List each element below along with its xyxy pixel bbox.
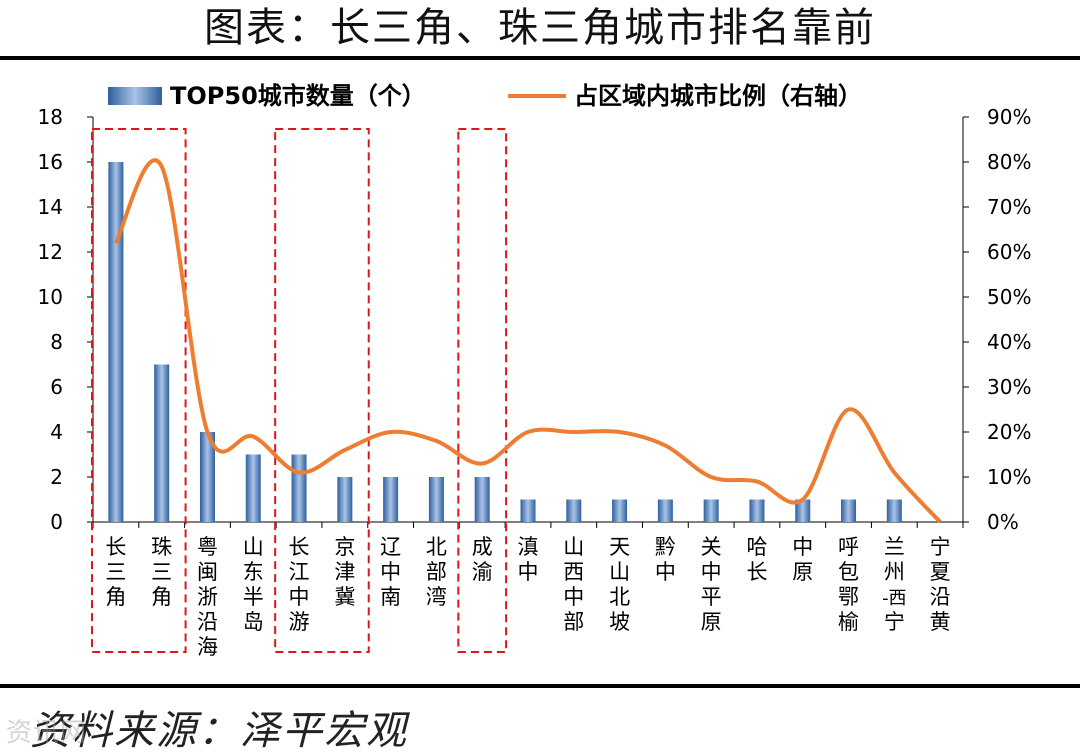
right-axis-tick-label: 90% bbox=[987, 105, 1031, 129]
highlight-boxes bbox=[91, 128, 508, 653]
category-label: 中原 bbox=[792, 535, 813, 584]
category-label: 长三角 bbox=[105, 535, 126, 609]
right-axis-tick-label: 20% bbox=[987, 420, 1031, 444]
left-axis-tick-label: 6 bbox=[50, 375, 63, 399]
right-axis-tick-label: 80% bbox=[987, 150, 1031, 174]
bar bbox=[291, 454, 307, 522]
left-axis-tick-label: 10 bbox=[38, 285, 63, 309]
left-axis-tick-label: 12 bbox=[38, 240, 63, 264]
category-label: 京津冀 bbox=[334, 535, 355, 609]
watermark: 资讯网 bbox=[6, 718, 88, 748]
right-axis-tick-label: 30% bbox=[987, 375, 1031, 399]
bar bbox=[383, 477, 399, 522]
bar bbox=[108, 162, 124, 522]
bar bbox=[428, 477, 444, 522]
left-axis-tick-label: 0 bbox=[50, 510, 63, 534]
category-label: 黔中 bbox=[655, 535, 676, 584]
right-axis-tick-label: 60% bbox=[987, 240, 1031, 264]
bottom-rule bbox=[0, 684, 1080, 688]
left-axis-tick-label: 16 bbox=[38, 150, 63, 174]
right-axis-tick-label: 40% bbox=[987, 330, 1031, 354]
bar bbox=[886, 499, 902, 522]
source-note: 资料来源：泽平宏观 bbox=[30, 708, 408, 754]
category-label: 北部湾 bbox=[426, 535, 447, 609]
category-label: 天山北坡 bbox=[609, 535, 630, 634]
left-axis-tick-label: 18 bbox=[38, 105, 63, 129]
category-label: 山西中部 bbox=[563, 535, 584, 634]
bar bbox=[657, 499, 673, 522]
category-label: 粤闽浙沿海 bbox=[197, 535, 218, 659]
category-label: 兰州-西宁 bbox=[882, 535, 907, 634]
right-axis-tick-label: 50% bbox=[987, 285, 1031, 309]
bar bbox=[245, 454, 261, 522]
bar bbox=[703, 499, 719, 522]
bar bbox=[474, 477, 490, 522]
category-label: 哈长 bbox=[746, 535, 767, 584]
category-label: 成渝 bbox=[472, 535, 493, 584]
line-series bbox=[114, 158, 942, 524]
category-label: 呼包鄂榆 bbox=[838, 535, 859, 634]
category-label: 辽中南 bbox=[380, 535, 401, 609]
top-rule bbox=[0, 56, 1080, 60]
category-label: 山东半岛 bbox=[243, 535, 264, 634]
left-axis-tick-label: 14 bbox=[38, 195, 63, 219]
bar bbox=[337, 477, 353, 522]
legend-bar-swatch bbox=[108, 87, 162, 105]
legend-line-label: 占区域内城市比例（右轴） bbox=[574, 82, 862, 110]
bar bbox=[154, 364, 170, 522]
right-axis-tick-label: 0% bbox=[987, 510, 1019, 534]
highlight-box bbox=[91, 128, 187, 653]
category-label: 滇中 bbox=[518, 535, 539, 584]
category-label: 宁夏沿黄 bbox=[930, 535, 951, 634]
category-label: 长江中游 bbox=[289, 535, 310, 634]
highlight-box bbox=[274, 128, 370, 653]
right-axis-tick-label: 70% bbox=[987, 195, 1031, 219]
bar bbox=[795, 499, 811, 522]
left-axis-tick-label: 4 bbox=[50, 420, 63, 444]
bar bbox=[199, 432, 215, 522]
chart: TOP50城市数量（个） 占区域内城市比例（右轴） 0 2 4 6 8 10 12 14 16 1… bbox=[38, 82, 1032, 659]
ratio-line bbox=[114, 158, 942, 524]
bar bbox=[566, 499, 582, 522]
category-label: 关中平原 bbox=[701, 535, 722, 634]
left-axis-tick-label: 8 bbox=[50, 330, 63, 354]
legend: TOP50城市数量（个） 占区域内城市比例（右轴） bbox=[108, 82, 862, 110]
bar bbox=[749, 499, 765, 522]
right-axis-tick-label: 10% bbox=[987, 465, 1031, 489]
category-label: 珠三角 bbox=[151, 535, 172, 609]
axes: 0 2 4 6 8 10 12 14 16 18 0% 10% 20% 30% 40% 50% 60% 70% 80… bbox=[38, 105, 1032, 534]
bar bbox=[612, 499, 628, 522]
legend-bar-label: TOP50城市数量（个） bbox=[170, 82, 426, 110]
bar bbox=[841, 499, 857, 522]
bar bbox=[520, 499, 536, 522]
chart-title: 图表：长三角、珠三角城市排名靠前 bbox=[204, 5, 876, 51]
left-axis-tick-label: 2 bbox=[50, 465, 63, 489]
